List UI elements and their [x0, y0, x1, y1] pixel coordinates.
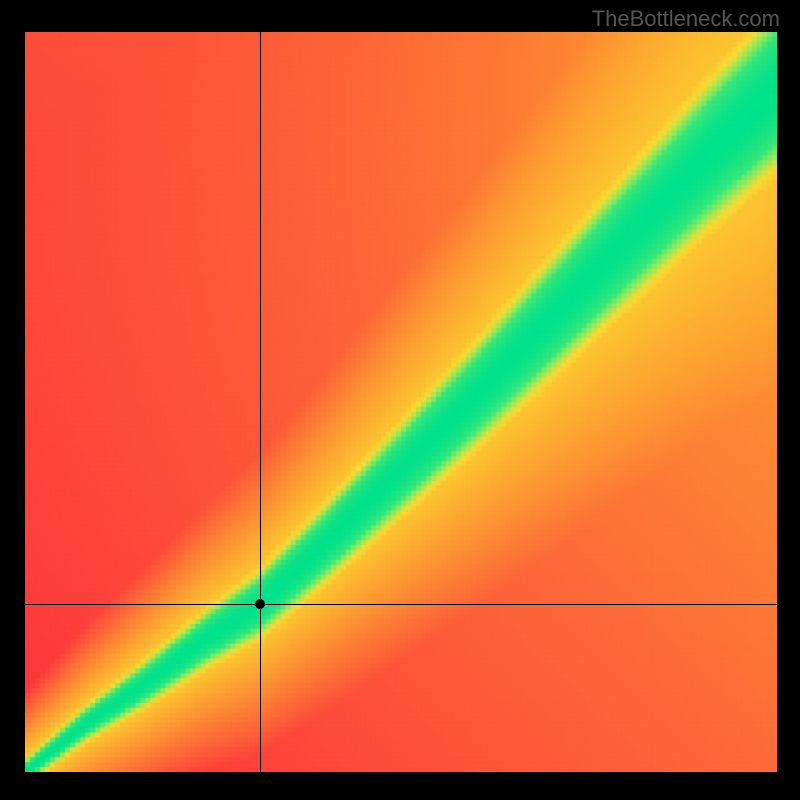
crosshair-horizontal: [25, 604, 777, 605]
watermark-text: TheBottleneck.com: [592, 6, 780, 32]
bottleneck-heatmap: [25, 32, 777, 772]
selection-marker: [255, 599, 265, 609]
heatmap-canvas: [25, 32, 777, 772]
crosshair-vertical: [260, 32, 261, 772]
